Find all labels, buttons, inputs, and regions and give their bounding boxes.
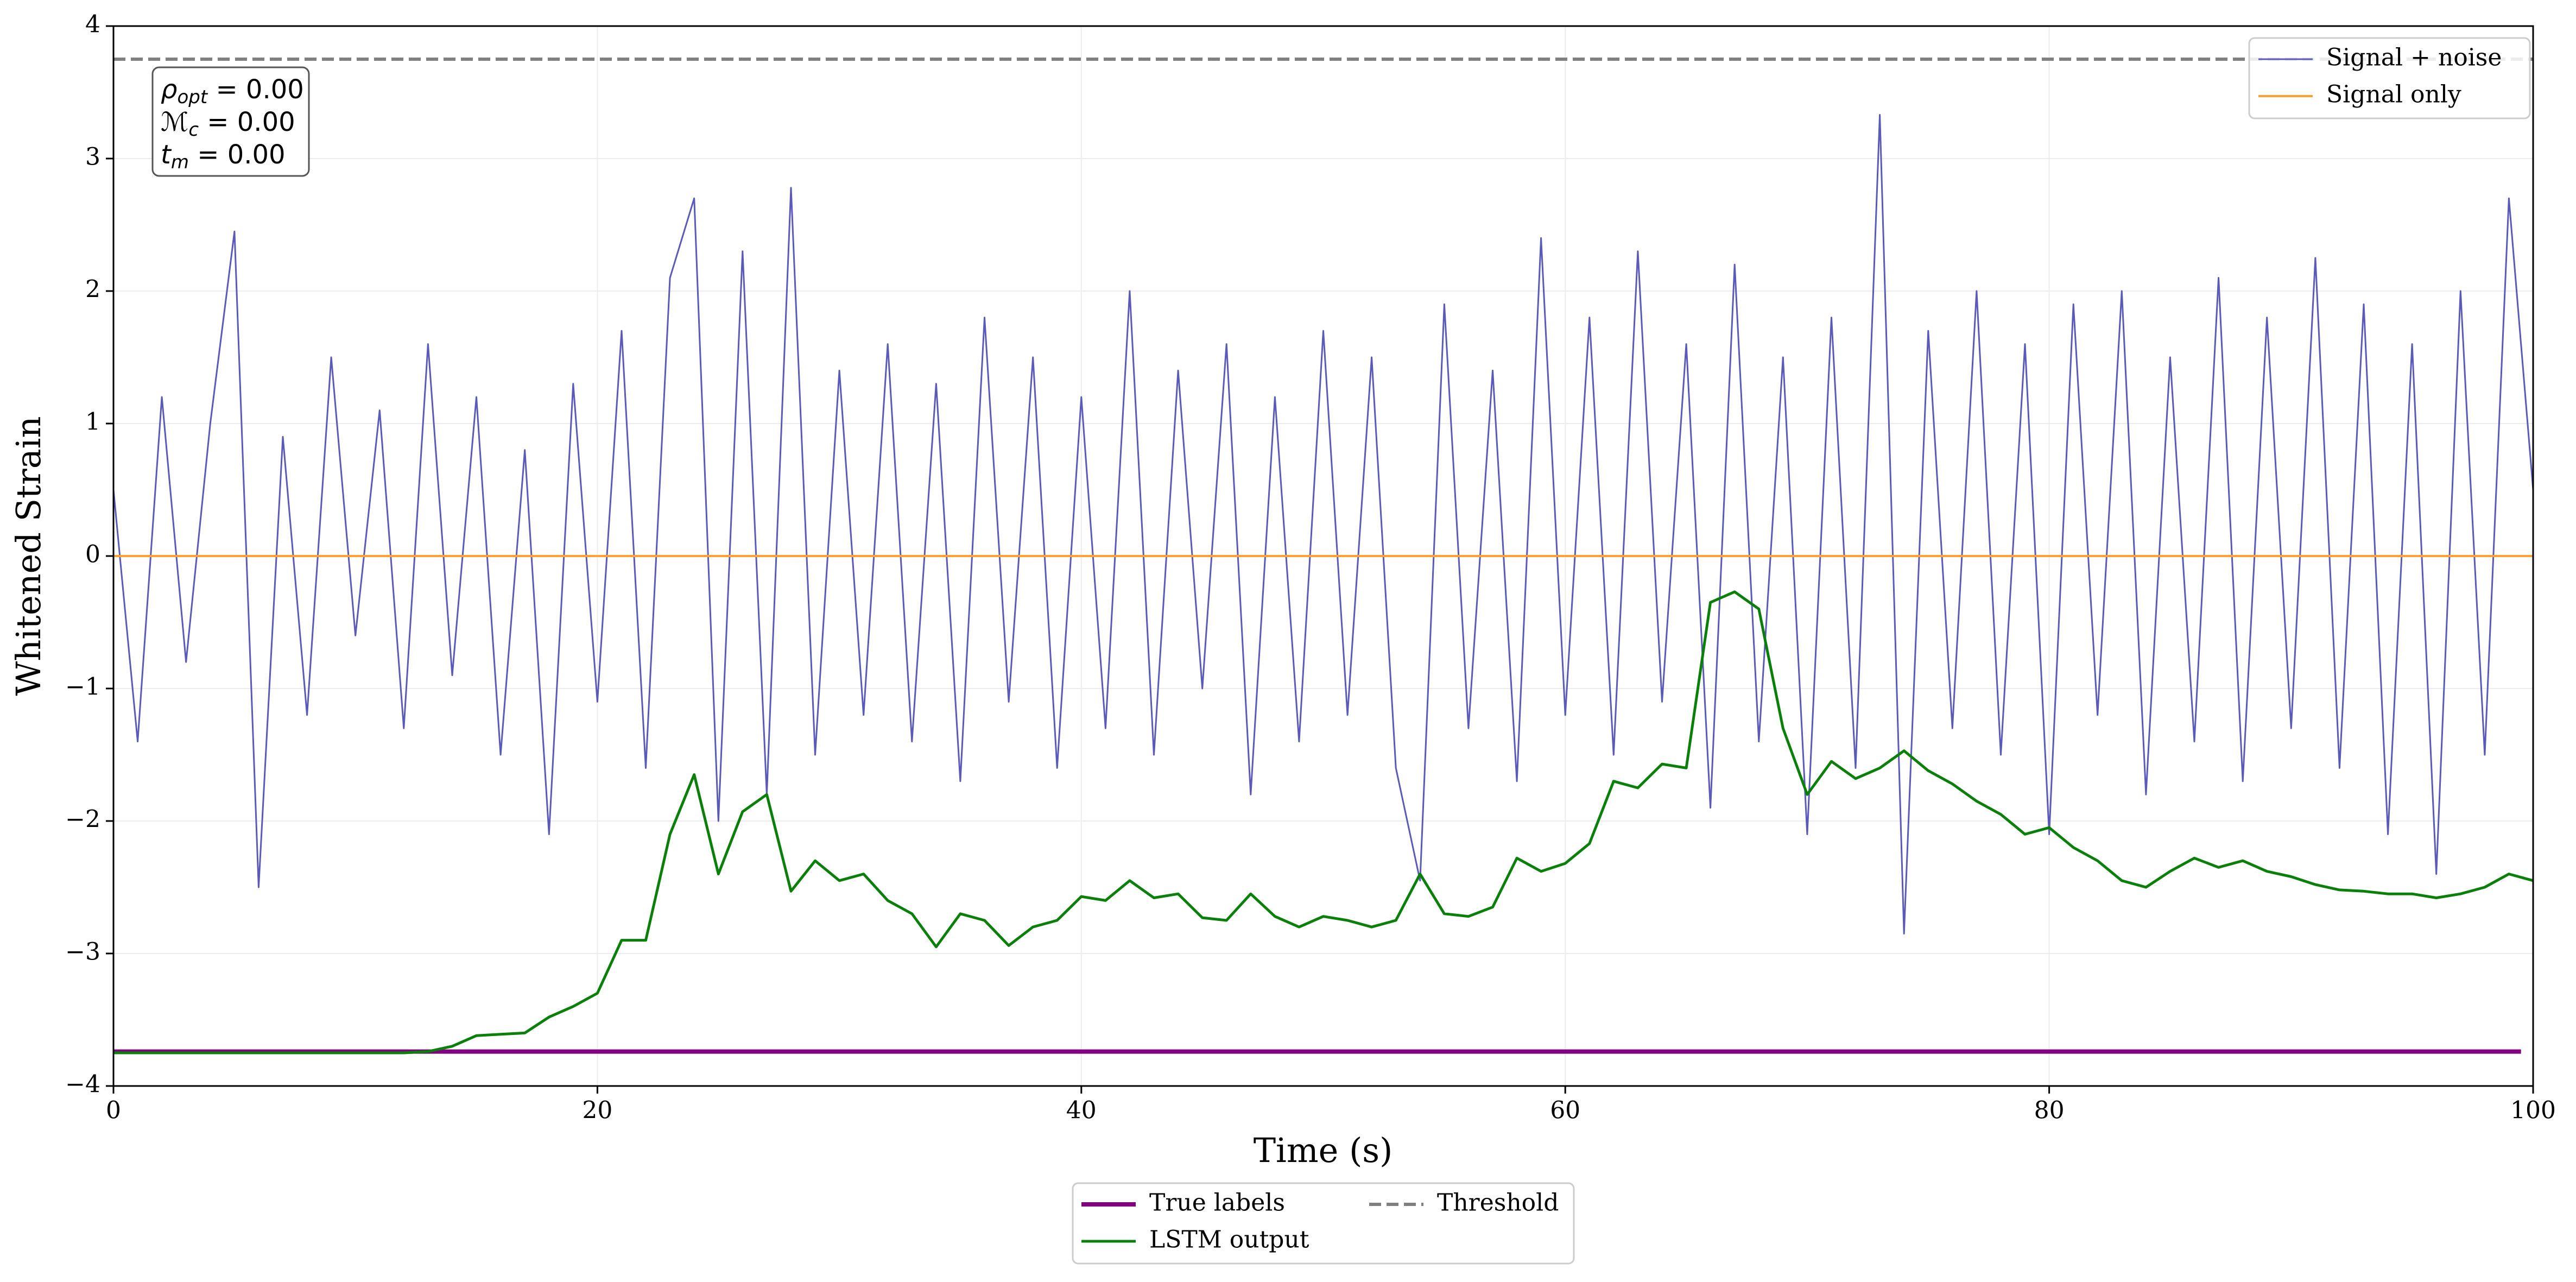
annotation-value: = 0.00 [189,140,286,170]
annotation-sub: c [188,119,199,141]
annotation-sub: m [171,151,189,173]
y-tick-label: −2 [65,806,100,833]
annotation-box [151,66,310,177]
series-line [112,114,2534,934]
y-tick-label: 3 [85,143,100,171]
plot-frame [112,25,2534,1087]
y-tick-label: 4 [85,11,100,39]
x-axis-label: Time (s) [1254,1131,1393,1170]
legend-label: Signal only [2326,81,2461,109]
y-tick-label: 0 [85,541,100,569]
annotation-sub: opt [177,86,208,108]
y-tick-label: 1 [85,408,100,436]
annotation-symbol: ℳ [161,107,188,137]
annotation-value: = 0.00 [207,74,304,105]
legend-box [2248,37,2531,119]
y-tick-label: 2 [85,276,100,304]
y-tick-label: −3 [65,938,100,966]
series-line [113,590,2534,1054]
x-tick-label: 60 [1550,1097,1580,1125]
legend-box [1072,1182,1575,1265]
y-tick-label: −1 [65,673,100,701]
x-tick-label: 100 [2510,1097,2556,1125]
x-tick-label: 20 [582,1097,612,1125]
legend-label: Threshold [1437,1189,1559,1217]
x-tick-label: 40 [1066,1097,1097,1125]
annotation-symbol: t [161,140,172,170]
x-tick-label: 0 [106,1097,121,1125]
annotation-text: tm = 0.00 [161,140,286,173]
annotation-symbol: ρ [161,74,177,105]
y-axis-label: Whitened Strain [9,416,48,696]
y-tick-label: −4 [65,1071,100,1098]
legend-label: Signal + noise [2326,44,2502,72]
x-tick-label: 80 [2034,1097,2065,1125]
legend-label: True labels [1149,1189,1285,1217]
legend-label: LSTM output [1149,1226,1309,1254]
annotation-text: ℳc = 0.00 [161,107,295,141]
annotation-text: ρopt = 0.00 [161,74,304,108]
annotation-value: = 0.00 [199,107,295,137]
